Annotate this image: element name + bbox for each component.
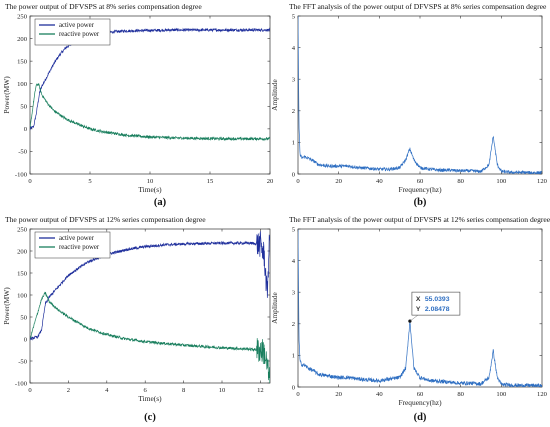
x-tick-label: 12 (257, 387, 264, 394)
legend-label: active power (59, 235, 95, 242)
x-tick-label: 0 (296, 391, 300, 398)
chart-title: The power output of DFVSPS at 8% series … (5, 2, 202, 11)
datatip-y-value: 2.08478 (425, 306, 450, 313)
y-tick-label: 4 (292, 258, 296, 265)
chart-title: The FFT analysis of the power output of … (289, 215, 550, 224)
y-axis-label: Power(MW) (2, 76, 11, 114)
x-tick-label: 2 (67, 387, 70, 394)
x-axis-label: Time(s) (138, 394, 162, 403)
y-tick-label: 100 (17, 81, 28, 88)
y-tick-label: 200 (17, 36, 28, 43)
datatip-y-label: Y (416, 306, 421, 313)
x-tick-label: 80 (457, 391, 464, 398)
x-axis-label: Frequency(hz) (398, 185, 442, 194)
panel-caption: (a) (154, 197, 167, 208)
x-tick-label: 100 (496, 391, 507, 398)
datatip-x-value: 55.0393 (425, 296, 450, 303)
legend-label: reactive power (59, 244, 100, 251)
y-tick-label: -50 (18, 358, 27, 365)
x-axis-label: Frequency(hz) (398, 398, 442, 407)
chart-title: The FFT analysis of the power output of … (289, 2, 547, 11)
plot-area (297, 15, 543, 175)
y-tick-label: 0 (24, 126, 28, 133)
y-tick-label: 1 (292, 353, 295, 360)
x-tick-label: 100 (496, 178, 507, 185)
y-tick-label: -50 (18, 149, 27, 156)
x-tick-label: 15 (207, 178, 214, 185)
y-tick-label: 100 (17, 292, 28, 299)
x-tick-label: 40 (376, 178, 383, 185)
panel-b: The FFT analysis of the power output of … (270, 2, 548, 208)
y-axis-label: Amplitude (270, 78, 279, 110)
x-tick-label: 60 (417, 391, 424, 398)
y-tick-label: 50 (20, 314, 27, 321)
legend-label: reactive power (59, 31, 100, 38)
y-tick-label: 200 (17, 248, 28, 255)
y-tick-label: 0 (24, 336, 28, 343)
x-tick-label: 10 (219, 387, 226, 394)
y-tick-label: 2 (292, 108, 295, 115)
x-tick-label: 4 (105, 387, 109, 394)
legend-box (34, 18, 111, 46)
y-tick-label: 5 (292, 13, 296, 20)
legend-label: active power (59, 22, 95, 29)
x-tick-label: 8 (182, 387, 186, 394)
x-tick-label: 80 (457, 178, 464, 185)
series-line-1 (298, 16, 542, 174)
panel-c: The power output of DFVSPS at 12% series… (2, 215, 271, 423)
y-tick-label: 2 (292, 321, 295, 328)
y-tick-label: 1 (292, 140, 295, 147)
y-tick-label: 3 (292, 77, 296, 84)
chart-title: The power output of DFVSPS at 12% series… (5, 215, 206, 224)
x-tick-label: 120 (537, 391, 548, 398)
y-tick-label: -100 (15, 171, 28, 178)
datatip-box (411, 291, 461, 316)
y-tick-label: 0 (292, 171, 296, 178)
y-axis-label: Amplitude (270, 291, 279, 323)
x-tick-label: 10 (147, 178, 154, 185)
legend-box (34, 231, 111, 259)
x-tick-label: 120 (537, 178, 548, 185)
y-tick-label: 0 (292, 384, 296, 391)
series-line-2 (30, 83, 270, 142)
y-tick-label: 250 (17, 226, 28, 233)
datatip-x-label: X (416, 296, 421, 303)
series-line-2 (30, 291, 270, 383)
y-tick-label: -100 (15, 380, 28, 387)
y-axis-label: Power(MW) (2, 287, 11, 325)
x-tick-label: 40 (376, 391, 383, 398)
panel-a: The power output of DFVSPS at 8% series … (2, 2, 274, 208)
panel-caption: (d) (414, 412, 427, 423)
series-line-1 (30, 231, 270, 341)
panel-d: The FFT analysis of the power output of … (270, 215, 550, 423)
datatip-pointer (409, 314, 419, 322)
x-tick-label: 5 (88, 178, 92, 185)
x-tick-label: 20 (335, 391, 342, 398)
y-tick-label: 4 (292, 45, 296, 52)
x-tick-label: 20 (335, 178, 342, 185)
series-line-1 (298, 229, 542, 387)
y-tick-label: 3 (292, 290, 296, 297)
y-tick-label: 150 (17, 58, 28, 65)
y-tick-label: 150 (17, 270, 28, 277)
x-tick-label: 6 (144, 387, 148, 394)
y-tick-label: 250 (17, 13, 28, 20)
x-tick-label: 0 (296, 178, 300, 185)
y-tick-label: 50 (20, 104, 27, 111)
x-tick-label: 0 (28, 178, 32, 185)
panel-caption: (b) (414, 197, 427, 208)
x-tick-label: 20 (267, 178, 274, 185)
x-tick-label: 0 (28, 387, 32, 394)
x-axis-label: Time(s) (138, 185, 162, 194)
y-tick-label: 5 (292, 226, 296, 233)
panel-caption: (c) (144, 412, 156, 423)
x-tick-label: 60 (417, 178, 424, 185)
